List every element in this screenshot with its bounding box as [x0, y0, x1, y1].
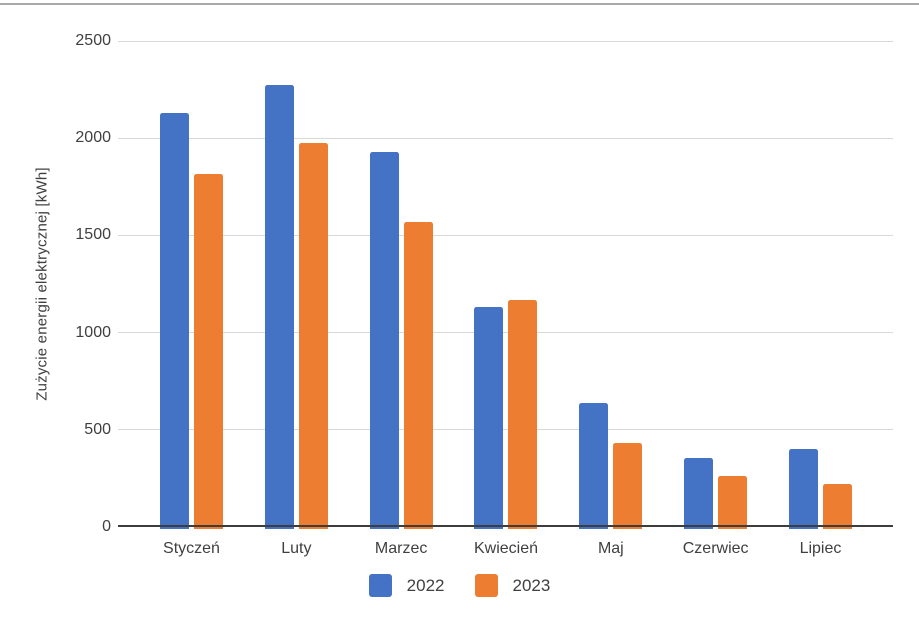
gridline-2500 — [118, 40, 893, 42]
y-tick-2500: 2500 — [75, 32, 111, 49]
bar-luty-2022 — [264, 84, 294, 529]
top-divider — [0, 3, 919, 5]
x-label-styczen: Styczeń — [163, 540, 220, 557]
gridline-500 — [118, 429, 893, 431]
bar-czerwiec-2023 — [718, 476, 748, 529]
x-label-luty: Luty — [281, 540, 312, 557]
bar-czerwiec-2022 — [684, 458, 714, 529]
gridline-2000 — [118, 137, 893, 139]
y-tick-500: 500 — [84, 420, 111, 438]
bar-kwiecien-2023 — [508, 299, 538, 529]
x-label-maj: Maj — [597, 540, 624, 557]
y-tick-2000: 2000 — [75, 129, 111, 147]
legend-item-2022: 2022 — [368, 573, 445, 597]
legend-label-2023: 2023 — [512, 575, 551, 595]
gridline-1500 — [118, 234, 893, 236]
bar-lipiec-2022 — [788, 449, 818, 529]
bar-styczen-2022 — [160, 112, 189, 529]
legend-swatch-2022 — [368, 573, 392, 597]
bar-maj-2023 — [613, 443, 643, 529]
legend: 2022 2023 — [0, 572, 919, 598]
y-axis-title: Zużycie energii elektrycznej [kWh] — [33, 167, 51, 401]
bar-styczen-2023 — [194, 174, 223, 529]
legend-swatch-2023 — [474, 573, 498, 597]
x-label-lipiec: Lipiec — [799, 540, 842, 557]
x-label-kwiecien: Kwiecień — [473, 540, 538, 557]
y-tick-1500: 1500 — [75, 226, 111, 244]
bar-luty-2023 — [298, 143, 328, 529]
plot-area — [118, 40, 893, 529]
legend-label-2022: 2022 — [406, 575, 445, 595]
x-label-marzec: Marzec — [374, 540, 428, 557]
y-tick-0: 0 — [102, 518, 111, 535]
bar-marzec-2022 — [369, 151, 399, 529]
y-tick-1000: 1000 — [75, 323, 111, 341]
legend-item-2023: 2023 — [474, 573, 551, 597]
x-label-czerwiec: Czerwiec — [682, 540, 749, 557]
x-axis-line — [118, 525, 893, 527]
bar-kwiecien-2022 — [474, 307, 504, 529]
bar-lipiec-2023 — [822, 484, 852, 529]
gridline-1000 — [118, 332, 893, 334]
bar-maj-2022 — [579, 402, 609, 529]
bar-marzec-2023 — [403, 221, 433, 529]
